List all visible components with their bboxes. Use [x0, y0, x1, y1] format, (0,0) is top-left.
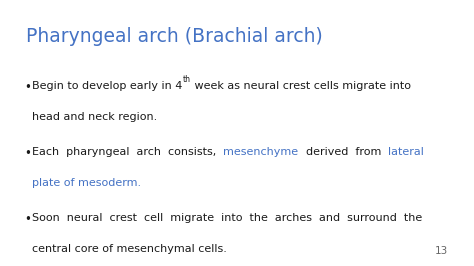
- Text: Pharyngeal arch (Brachial arch): Pharyngeal arch (Brachial arch): [26, 27, 323, 45]
- Text: central core of mesenchymal cells.: central core of mesenchymal cells.: [32, 244, 227, 254]
- Text: head and neck region.: head and neck region.: [32, 112, 157, 122]
- Text: Begin to develop early in 4: Begin to develop early in 4: [32, 81, 182, 91]
- Text: th: th: [182, 75, 191, 84]
- Text: lateral: lateral: [388, 147, 424, 157]
- Text: mesenchyme: mesenchyme: [223, 147, 299, 157]
- Text: week as neural crest cells migrate into: week as neural crest cells migrate into: [191, 81, 410, 91]
- Text: derived  from: derived from: [299, 147, 388, 157]
- Text: Each  pharyngeal  arch  consists,: Each pharyngeal arch consists,: [32, 147, 223, 157]
- Text: •: •: [25, 213, 32, 226]
- Text: •: •: [25, 147, 32, 160]
- Text: Soon  neural  crest  cell  migrate  into  the  arches  and  surround  the: Soon neural crest cell migrate into the …: [32, 213, 422, 223]
- Text: •: •: [25, 81, 32, 94]
- Text: 13: 13: [435, 246, 448, 256]
- Text: plate of mesoderm.: plate of mesoderm.: [32, 178, 141, 188]
